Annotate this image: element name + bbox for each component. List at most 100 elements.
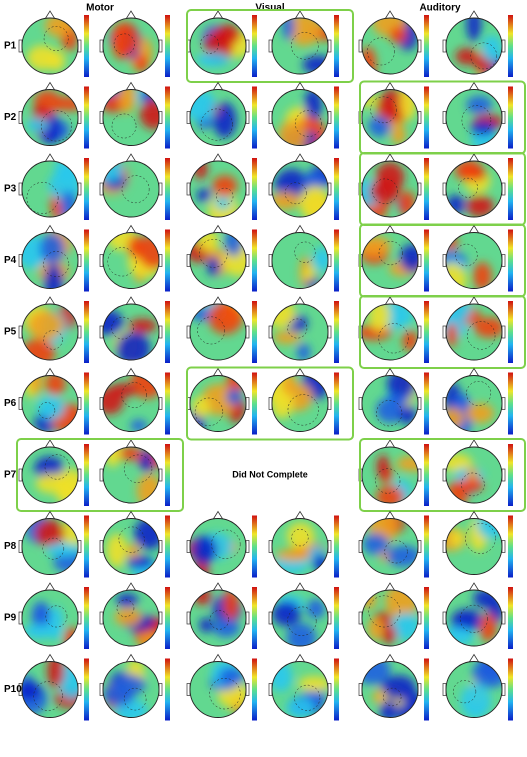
scalp-map — [190, 304, 246, 360]
head-outline — [21, 518, 79, 575]
ear — [501, 683, 506, 696]
blob — [376, 454, 390, 479]
blob — [272, 661, 293, 692]
blob — [45, 542, 78, 557]
blobs — [272, 164, 328, 217]
ear — [18, 111, 23, 124]
blob — [399, 403, 417, 425]
blob — [451, 608, 483, 632]
highlight-box — [359, 295, 526, 369]
scalp-map — [446, 375, 502, 432]
blob — [479, 613, 497, 642]
colorbar — [334, 86, 339, 149]
missing-note: Did Not Complete — [232, 469, 308, 479]
head-outline — [189, 160, 247, 218]
nose — [468, 510, 480, 520]
blob — [368, 304, 391, 332]
blobs — [103, 309, 158, 360]
ear — [268, 397, 273, 410]
nose — [468, 582, 480, 592]
blobs — [362, 161, 416, 217]
contour — [383, 687, 402, 707]
head-outline — [361, 518, 419, 575]
head-outline — [445, 589, 503, 647]
contour — [287, 318, 308, 339]
ear — [18, 611, 23, 625]
head-outline — [271, 589, 329, 647]
blob — [128, 318, 158, 333]
head-outline — [445, 661, 503, 718]
nose — [125, 10, 137, 20]
blob — [212, 619, 240, 638]
scalp-map — [22, 161, 78, 217]
blob — [454, 161, 482, 182]
nose — [125, 367, 137, 377]
blobs — [446, 590, 502, 646]
nose — [294, 510, 306, 520]
blob — [399, 89, 417, 120]
colorbar — [508, 515, 513, 578]
contour — [121, 175, 150, 204]
scalp-map — [272, 661, 328, 718]
ear — [327, 397, 332, 410]
blob — [306, 598, 326, 619]
nose — [44, 10, 56, 20]
ear — [18, 254, 23, 267]
ear — [417, 325, 422, 339]
contour — [453, 680, 477, 704]
head-outline — [102, 375, 160, 432]
colorbar — [424, 229, 429, 292]
scalp-map — [446, 304, 502, 360]
blob — [299, 185, 328, 217]
contour — [116, 599, 135, 618]
colorbar — [508, 86, 513, 149]
contour — [370, 96, 397, 124]
scalp-map — [103, 161, 159, 217]
blob — [130, 419, 148, 432]
colorbar — [84, 86, 89, 149]
ear — [327, 182, 332, 196]
ear — [268, 540, 273, 553]
ear — [18, 540, 23, 553]
ear — [358, 540, 363, 553]
colorbar — [508, 301, 513, 363]
colorbar — [508, 15, 513, 77]
nose — [44, 582, 56, 592]
nose — [294, 153, 306, 163]
head-outline — [361, 661, 419, 718]
contour — [378, 240, 403, 266]
blob — [60, 190, 78, 217]
contour — [113, 33, 135, 55]
nose — [212, 582, 224, 592]
blob — [115, 447, 144, 461]
nose — [125, 224, 137, 234]
nose — [44, 296, 56, 306]
highlight-box — [359, 438, 526, 512]
contour — [384, 540, 408, 564]
blob — [272, 601, 301, 627]
ear — [18, 182, 23, 196]
blob — [399, 244, 418, 273]
head-outline — [102, 17, 160, 75]
contour — [43, 251, 70, 278]
ear — [268, 254, 273, 267]
contour — [107, 247, 137, 277]
colorbar — [252, 158, 257, 220]
blob — [391, 612, 418, 641]
scalp-map — [272, 304, 328, 360]
ear — [501, 325, 506, 339]
colorbar — [165, 444, 170, 506]
blobs — [103, 661, 148, 718]
blob — [460, 683, 491, 718]
contour — [287, 394, 319, 426]
blob — [196, 188, 212, 203]
scalp-map — [103, 518, 159, 575]
ear — [327, 540, 332, 553]
scalp-map — [446, 447, 502, 503]
nose — [384, 510, 396, 520]
ear — [327, 39, 332, 53]
blob — [446, 626, 475, 646]
head-outline — [271, 17, 329, 75]
contour — [45, 605, 68, 628]
